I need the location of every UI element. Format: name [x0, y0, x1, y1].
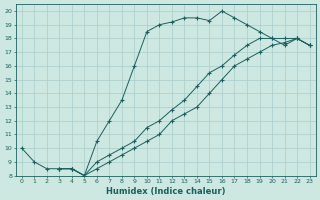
X-axis label: Humidex (Indice chaleur): Humidex (Indice chaleur) — [106, 187, 225, 196]
